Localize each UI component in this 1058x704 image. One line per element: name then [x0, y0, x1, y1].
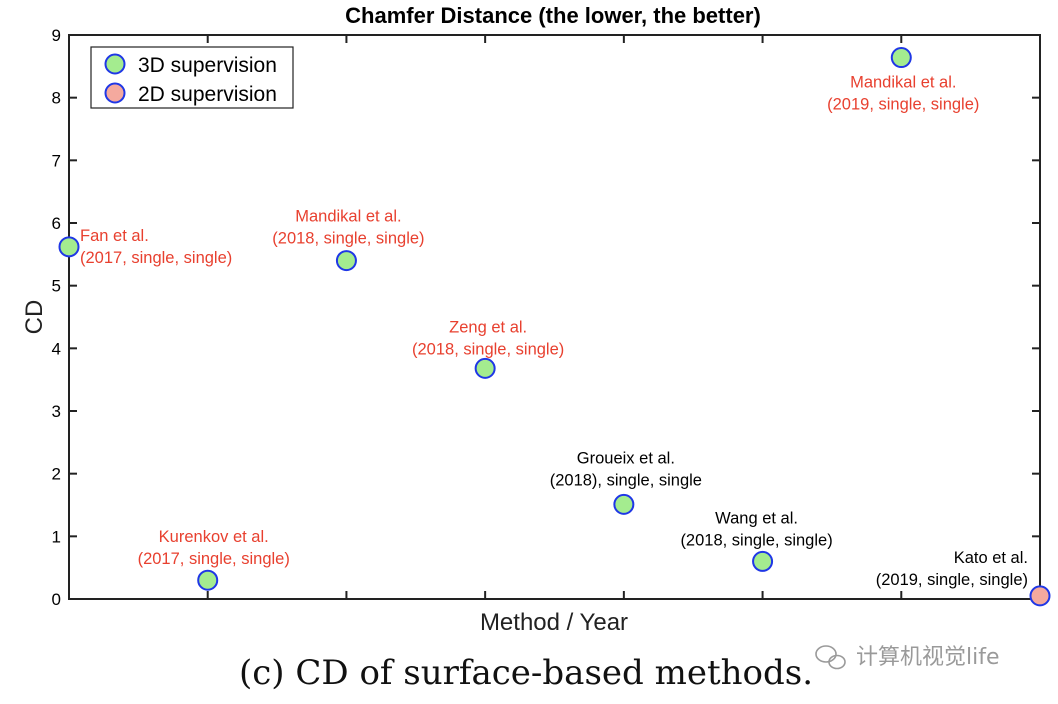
point-label-name: Kurenkov et al.	[159, 528, 269, 546]
point-label-name: Mandikal et al.	[295, 208, 401, 226]
legend: 3D supervision 2D supervision	[90, 46, 294, 109]
watermark-text: 计算机视觉life	[856, 645, 1000, 670]
x-axis-label: Method / Year	[480, 609, 628, 636]
point-label-name: Mandikal et al.	[850, 74, 956, 92]
point-label-name: Zeng et al.	[449, 318, 527, 336]
point-label-detail: (2018, single, single)	[412, 340, 564, 358]
y-tick-label: 3	[52, 402, 61, 421]
legend-label-3d: 3D supervision	[138, 54, 277, 77]
point-label-detail: (2018, single, single)	[680, 531, 832, 549]
y-axis-ticks: 0 1 2 3 4 5 6 7 8 9	[52, 26, 1040, 609]
x-axis-ticks	[68, 35, 1041, 599]
point-label-name: Wang et al.	[715, 509, 798, 527]
y-tick-label: 4	[52, 339, 61, 358]
data-points	[58, 47, 1051, 607]
point-label-detail: (2017, single, single)	[80, 249, 232, 267]
plot-area-frame	[68, 34, 1041, 600]
y-tick-label: 6	[52, 214, 61, 233]
wechat-icon	[815, 645, 846, 670]
legend-label-2d: 2D supervision	[138, 83, 277, 106]
chart-title: Chamfer Distance (the lower, the better)	[345, 3, 761, 28]
y-tick-label: 5	[52, 277, 61, 296]
y-tick-label: 0	[52, 590, 61, 609]
legend-box	[90, 46, 294, 109]
point-label-detail: (2018), single, single	[550, 471, 702, 489]
legend-marker-2d	[104, 82, 126, 104]
data-point	[474, 357, 496, 379]
point-label-name: Groueix et al.	[577, 449, 675, 467]
watermark: 计算机视觉life	[815, 645, 1000, 670]
point-label-detail: (2019, single, single)	[876, 571, 1028, 589]
point-label-detail: (2017, single, single)	[138, 550, 290, 568]
y-axis-label: CD	[21, 300, 48, 335]
data-point	[1029, 585, 1051, 607]
data-point	[613, 493, 635, 515]
data-point	[752, 550, 774, 572]
figure-caption: (c) CD of surface-based methods.	[239, 653, 813, 693]
y-tick-label: 8	[52, 89, 61, 108]
data-point	[197, 569, 219, 591]
point-label-detail: (2018, single, single)	[272, 230, 424, 248]
point-label-name: Fan et al.	[80, 227, 149, 245]
point-labels: Fan et al. (2017, single, single) Kurenkov…	[80, 74, 1028, 589]
y-tick-label: 2	[52, 465, 61, 484]
data-point	[335, 250, 357, 272]
y-tick-label: 9	[52, 26, 61, 45]
data-point	[58, 236, 80, 258]
point-label-detail: (2019, single, single)	[827, 96, 979, 114]
data-point	[890, 47, 912, 69]
y-tick-label: 1	[52, 527, 61, 546]
legend-marker-3d	[104, 53, 126, 75]
point-label-name: Kato et al.	[954, 549, 1028, 567]
y-tick-label: 7	[52, 151, 61, 170]
